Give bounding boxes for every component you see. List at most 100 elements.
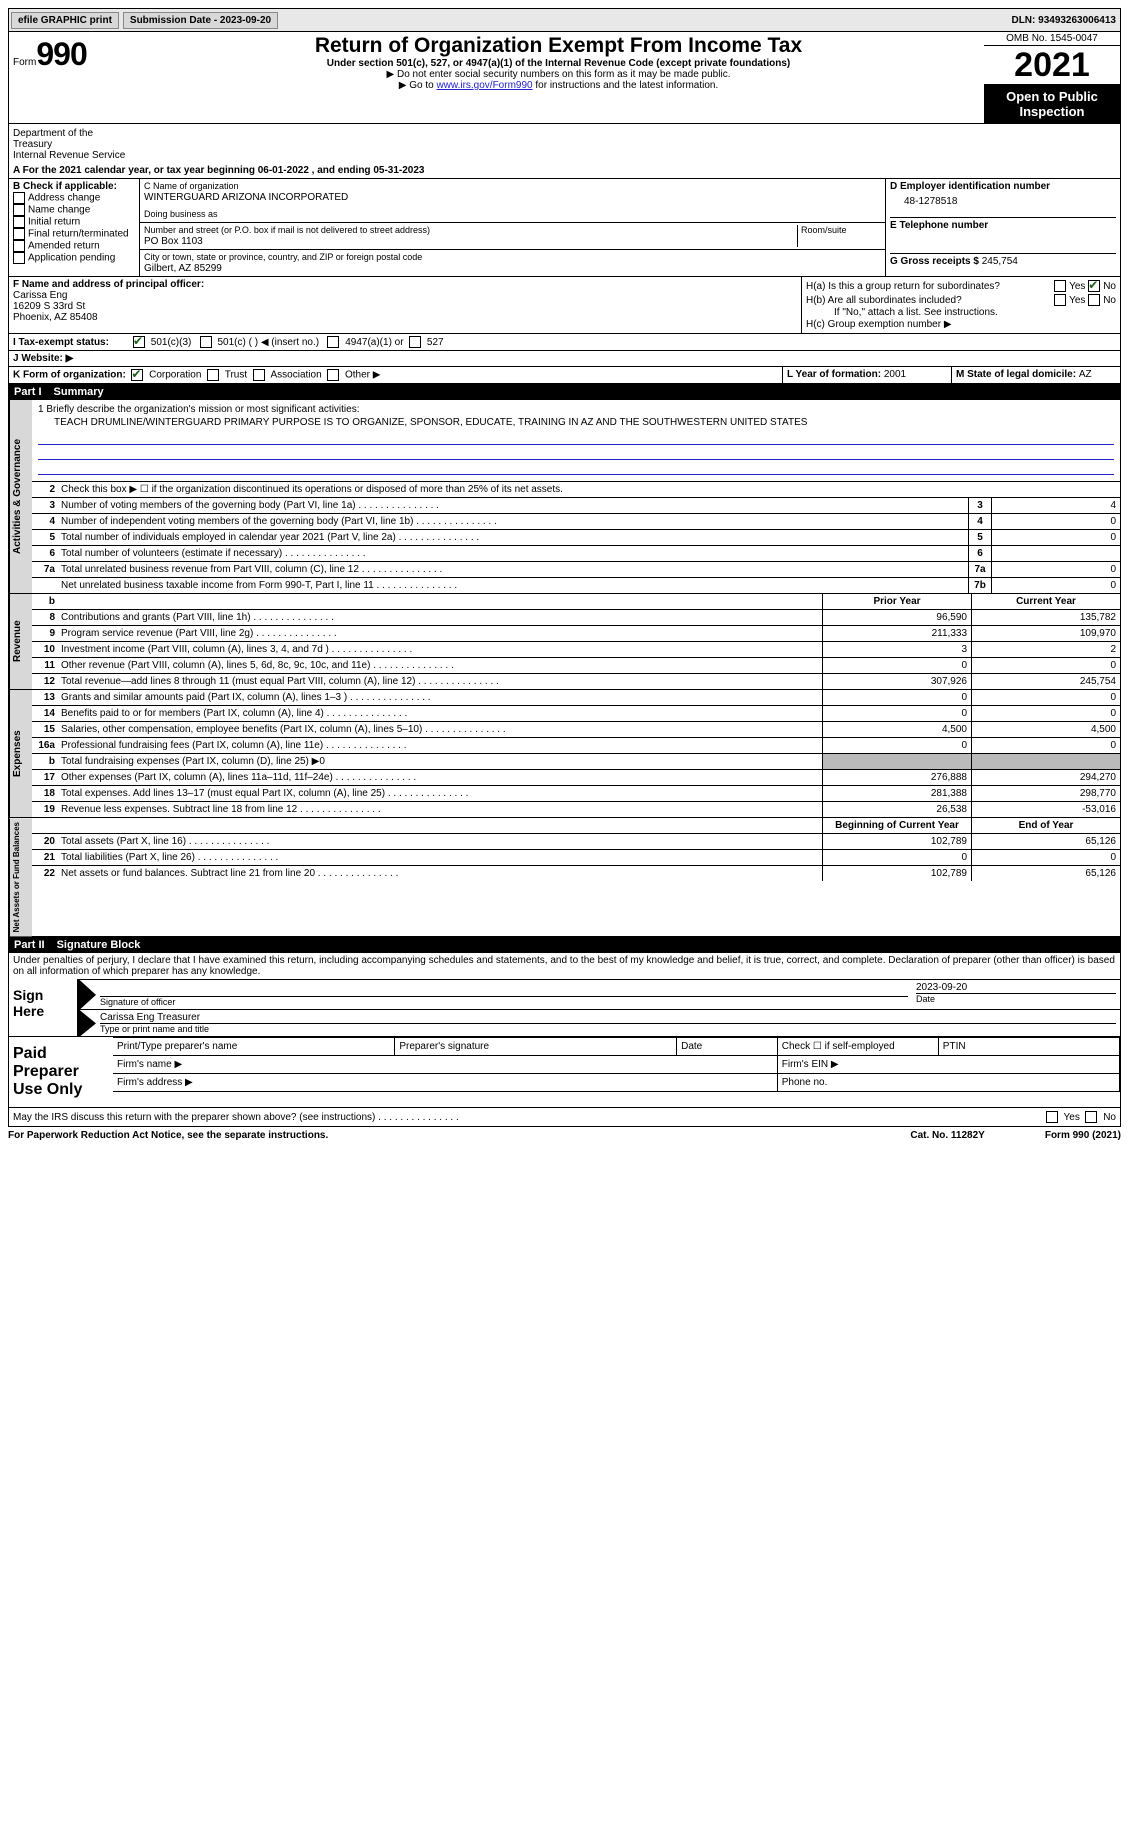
part1-header: Part ISummary	[8, 384, 1121, 400]
omb-number: OMB No. 1545-0047	[984, 32, 1120, 46]
i-527[interactable]	[409, 336, 421, 348]
sig-name-label: Type or print name and title	[100, 1023, 1116, 1034]
sig-name-value: Carissa Eng Treasurer	[100, 1012, 1116, 1023]
summary-revenue: Revenue b Prior Year Current Year 8Contr…	[8, 594, 1121, 690]
summary-netassets: Net Assets or Fund Balances Beginning of…	[8, 818, 1121, 937]
vert-expenses: Expenses	[9, 690, 32, 817]
ein-value: 48-1278518	[890, 192, 1116, 217]
vert-net: Net Assets or Fund Balances	[9, 818, 32, 936]
data-line: 14Benefits paid to or for members (Part …	[32, 706, 1120, 722]
data-line: 19Revenue less expenses. Subtract line 1…	[32, 802, 1120, 817]
street-block: Number and street (or P.O. box if mail i…	[140, 223, 885, 250]
section-h: H(a) Is this a group return for subordin…	[801, 277, 1120, 333]
section-b: B Check if applicable: Address change Na…	[9, 179, 140, 276]
gov-line: 6Total number of volunteers (estimate if…	[32, 546, 1120, 562]
data-line: 11Other revenue (Part VIII, column (A), …	[32, 658, 1120, 674]
ptin-label: PTIN	[938, 1038, 1119, 1056]
section-d: D Employer identification number 48-1278…	[886, 179, 1120, 276]
data-line: 18Total expenses. Add lines 13–17 (must …	[32, 786, 1120, 802]
data-line: 20Total assets (Part X, line 16)102,7896…	[32, 834, 1120, 850]
arrow-icon	[80, 980, 96, 1009]
data-line: bTotal fundraising expenses (Part IX, co…	[32, 754, 1120, 770]
paid-preparer-table: Print/Type preparer's name Preparer's si…	[113, 1037, 1120, 1092]
section-f: F Name and address of principal officer:…	[9, 277, 801, 333]
data-line: 21Total liabilities (Part X, line 26)00	[32, 850, 1120, 866]
irs-discuss-row: May the IRS discuss this return with the…	[8, 1108, 1121, 1127]
data-line: 12Total revenue—add lines 8 through 11 (…	[32, 674, 1120, 689]
i-501c[interactable]	[200, 336, 212, 348]
form-subtitle: Under section 501(c), 527, or 4947(a)(1)…	[139, 58, 978, 69]
k-trust[interactable]	[207, 369, 219, 381]
form-number: 990	[36, 36, 86, 72]
gov-line: 2Check this box ▶ ☐ if the organization …	[32, 482, 1120, 498]
check-address-change[interactable]	[13, 192, 25, 204]
firm-addr-label: Firm's address ▶	[113, 1074, 777, 1092]
org-name-block: C Name of organization WINTERGUARD ARIZO…	[140, 179, 885, 223]
i-501c3[interactable]	[133, 336, 145, 348]
form-header: Form990 Return of Organization Exempt Fr…	[8, 32, 1121, 124]
prep-sig-label: Preparer's signature	[395, 1038, 677, 1056]
section-l: L Year of formation: 2001	[782, 367, 951, 383]
section-a-calendar-year: A For the 2021 calendar year, or tax yea…	[8, 163, 1121, 179]
dln-label: DLN: 93493263006413	[1007, 15, 1120, 26]
hb-no[interactable]	[1088, 294, 1100, 306]
k-other[interactable]	[327, 369, 339, 381]
prep-name-label: Print/Type preparer's name	[113, 1038, 395, 1056]
section-klm: K Form of organization: Corporation Trus…	[8, 367, 1121, 384]
summary-expenses: Expenses 13Grants and similar amounts pa…	[8, 690, 1121, 818]
gov-line: 5Total number of individuals employed in…	[32, 530, 1120, 546]
check-app-pending[interactable]	[13, 252, 25, 264]
hb-note: If "No," attach a list. See instructions…	[806, 307, 1116, 318]
summary-governance: Activities & Governance 1 Briefly descri…	[8, 400, 1121, 594]
mission-block: 1 Briefly describe the organization's mi…	[32, 400, 1120, 482]
k-assoc[interactable]	[253, 369, 265, 381]
sig-declaration: Under penalties of perjury, I declare th…	[9, 953, 1120, 979]
data-line: 13Grants and similar amounts paid (Part …	[32, 690, 1120, 706]
col-headers-net: Beginning of Current Year End of Year	[32, 818, 1120, 834]
open-public-badge: Open to Public Inspection	[984, 85, 1120, 123]
firm-ein-label: Firm's EIN ▶	[777, 1056, 1119, 1074]
discuss-yes[interactable]	[1046, 1111, 1058, 1123]
check-amended[interactable]	[13, 240, 25, 252]
data-line: 16aProfessional fundraising fees (Part I…	[32, 738, 1120, 754]
part2-header: Part IISignature Block	[8, 937, 1121, 953]
vert-governance: Activities & Governance	[9, 400, 32, 593]
section-j: J Website: ▶	[8, 351, 1121, 367]
firm-name-label: Firm's name ▶	[113, 1056, 777, 1074]
sign-here-label: Sign Here	[9, 979, 77, 1036]
discuss-no[interactable]	[1085, 1111, 1097, 1123]
page-footer: For Paperwork Reduction Act Notice, see …	[8, 1127, 1121, 1144]
gov-line: 3Number of voting members of the governi…	[32, 498, 1120, 514]
gross-receipts: 245,754	[982, 256, 1018, 267]
paid-preparer-label: Paid Preparer Use Only	[9, 1037, 113, 1107]
ha-yes[interactable]	[1054, 280, 1066, 292]
gov-line: 7aTotal unrelated business revenue from …	[32, 562, 1120, 578]
city-block: City or town, state or province, country…	[140, 250, 885, 276]
check-initial-return[interactable]	[13, 216, 25, 228]
hc-label: H(c) Group exemption number ▶	[806, 319, 952, 330]
data-line: 9Program service revenue (Part VIII, lin…	[32, 626, 1120, 642]
i-4947[interactable]	[327, 336, 339, 348]
form-note-ssn: ▶ Do not enter social security numbers o…	[139, 69, 978, 80]
ha-no[interactable]	[1088, 280, 1100, 292]
gov-line: 4Number of independent voting members of…	[32, 514, 1120, 530]
form-id-cell: Form990	[9, 32, 133, 123]
submission-date-button[interactable]: Submission Date - 2023-09-20	[123, 12, 278, 29]
sig-date-label: Date	[916, 993, 1116, 1004]
firm-phone-label: Phone no.	[777, 1074, 1119, 1092]
data-line: 15Salaries, other compensation, employee…	[32, 722, 1120, 738]
vert-revenue: Revenue	[9, 594, 32, 689]
section-m: M State of legal domicile: AZ	[951, 367, 1120, 383]
hb-yes[interactable]	[1054, 294, 1066, 306]
check-name-change[interactable]	[13, 204, 25, 216]
irs-link[interactable]: www.irs.gov/Form990	[436, 80, 532, 91]
tax-year: 2021	[984, 46, 1120, 85]
arrow-icon	[80, 1010, 96, 1036]
col-headers-rev: b Prior Year Current Year	[32, 594, 1120, 610]
k-corp[interactable]	[131, 369, 143, 381]
check-final-return[interactable]	[13, 228, 25, 240]
efile-print-button[interactable]: efile GRAPHIC print	[11, 12, 119, 29]
prep-self-label: Check ☐ if self-employed	[777, 1038, 938, 1056]
gov-line: Net unrelated business taxable income fr…	[32, 578, 1120, 593]
section-fh: F Name and address of principal officer:…	[8, 277, 1121, 334]
